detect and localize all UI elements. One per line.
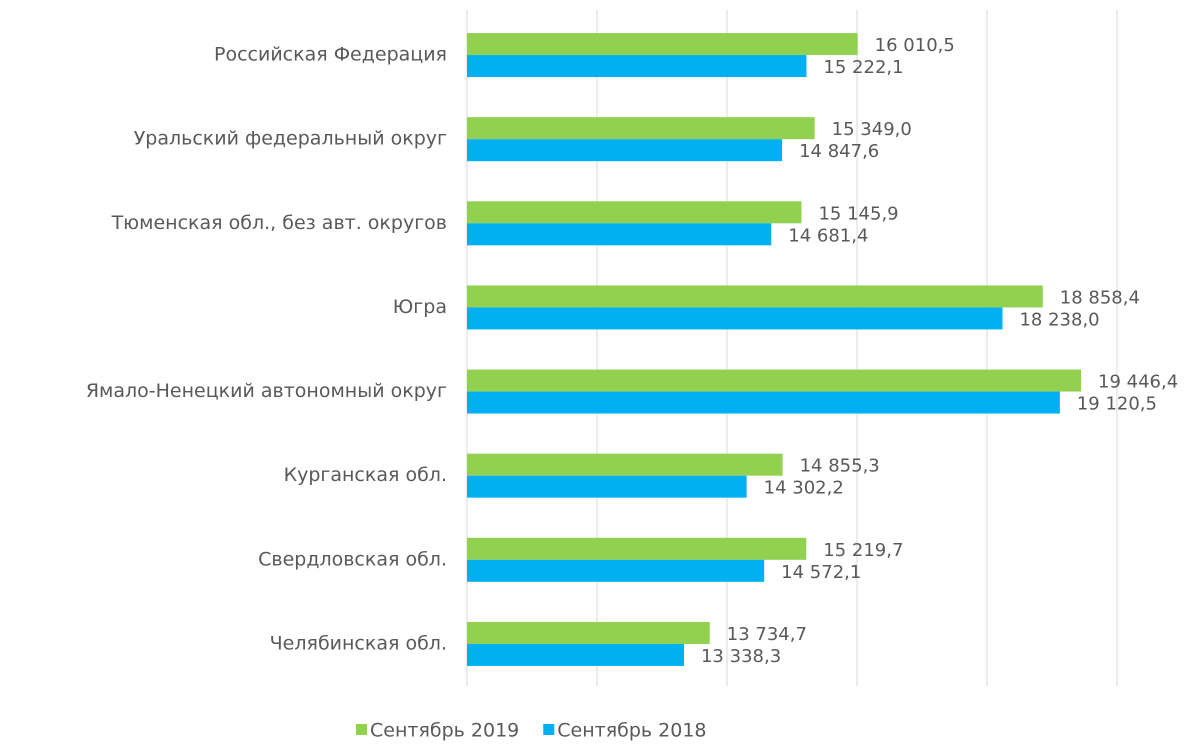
category-label: Ямало-Ненецкий автономный округ xyxy=(86,380,447,402)
value-label: 18 858,4 xyxy=(1060,287,1140,308)
bar xyxy=(467,201,802,224)
value-label: 14 572,1 xyxy=(781,562,861,583)
bar xyxy=(467,117,815,140)
bar xyxy=(467,391,1060,414)
bar xyxy=(467,55,807,78)
category-label: Югра xyxy=(393,296,447,318)
value-label: 16 010,5 xyxy=(875,35,955,56)
category-label: Свердловская обл. xyxy=(258,548,447,570)
bar xyxy=(467,475,747,498)
value-label: 15 222,1 xyxy=(823,57,903,78)
value-label: 14 302,2 xyxy=(764,478,844,499)
value-label: 18 238,0 xyxy=(1019,309,1099,330)
bar xyxy=(467,285,1043,308)
value-label: 13 734,7 xyxy=(727,624,807,645)
value-label: 14 681,4 xyxy=(788,225,868,246)
legend-swatch xyxy=(356,724,367,735)
value-label: 14 847,6 xyxy=(799,141,879,162)
bar xyxy=(467,223,772,246)
bar xyxy=(467,559,765,582)
bar xyxy=(467,621,710,644)
value-label: 15 145,9 xyxy=(818,203,898,224)
value-label: 15 349,0 xyxy=(832,119,912,140)
bar xyxy=(467,139,783,162)
legend-label: Сентябрь 2018 xyxy=(557,720,706,742)
bar xyxy=(467,369,1082,392)
bar xyxy=(467,453,783,476)
bar xyxy=(467,537,807,560)
bar xyxy=(467,307,1003,330)
bar xyxy=(467,643,684,666)
category-label: Тюменская обл., без авт. округов xyxy=(111,212,447,234)
value-label: 15 219,7 xyxy=(823,540,903,561)
value-label: 14 855,3 xyxy=(800,456,880,477)
legend-label: Сентябрь 2019 xyxy=(370,720,519,742)
legend-swatch xyxy=(543,724,555,735)
bar xyxy=(467,33,858,56)
category-label: Уральский федеральный округ xyxy=(134,128,447,150)
value-label: 19 120,5 xyxy=(1077,394,1157,415)
value-label: 19 446,4 xyxy=(1098,372,1178,393)
category-label: Курганская обл. xyxy=(284,464,447,486)
value-label: 13 338,3 xyxy=(701,646,781,667)
category-label: Российская Федерация xyxy=(214,44,447,66)
category-label: Челябинская обл. xyxy=(270,632,447,654)
